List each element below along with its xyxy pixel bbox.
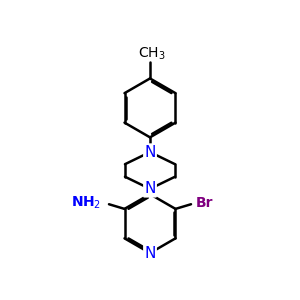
- Text: NH$_2$: NH$_2$: [71, 195, 102, 211]
- Text: N: N: [144, 182, 156, 196]
- Text: CH$_3$: CH$_3$: [138, 46, 165, 62]
- Text: Br: Br: [195, 196, 213, 210]
- Text: N: N: [144, 145, 156, 160]
- Text: N: N: [144, 246, 156, 261]
